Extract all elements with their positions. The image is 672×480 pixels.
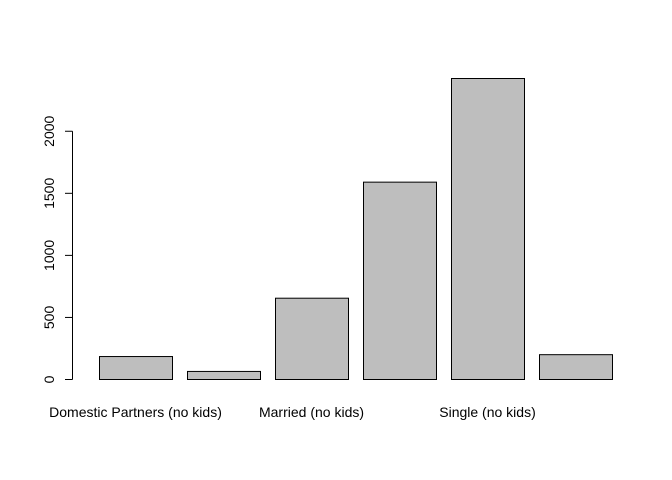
x-axis-labels: Domestic Partners (no kids) Married (no k… <box>49 404 536 420</box>
bar-1 <box>99 356 173 380</box>
x-category-label: Married (no kids) <box>259 404 364 420</box>
y-tick-label: 1500 <box>41 178 57 209</box>
bars-group <box>99 78 613 381</box>
bar-4 <box>363 181 437 380</box>
x-category-label: Single (no kids) <box>439 404 536 420</box>
bar-6 <box>539 354 613 381</box>
bar-3 <box>275 297 349 381</box>
y-tick-label: 2000 <box>41 115 57 146</box>
y-tick-label: 500 <box>41 306 57 330</box>
bar-2 <box>187 370 261 380</box>
x-category-label: Domestic Partners (no kids) <box>49 404 222 420</box>
bar-5 <box>451 78 525 380</box>
y-axis: 0 500 1000 1500 2000 <box>41 115 73 383</box>
y-tick-label: 1000 <box>41 240 57 271</box>
y-tick-label: 0 <box>41 375 57 383</box>
